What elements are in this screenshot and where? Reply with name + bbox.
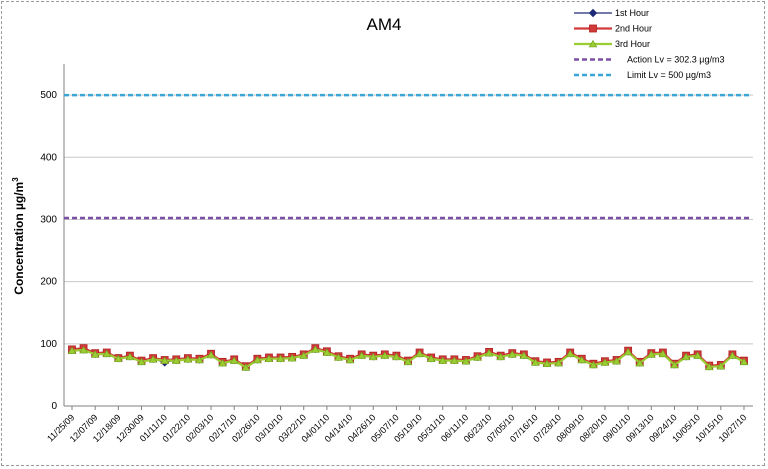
- data-point-3rd-hour: [322, 348, 332, 356]
- data-point-3rd-hour: [681, 352, 691, 361]
- data-point-3rd-hour: [612, 357, 621, 365]
- legend-marker: [588, 39, 598, 48]
- data-point-3rd-hour: [438, 356, 448, 364]
- data-point-3rd-hour: [287, 354, 297, 362]
- axes: [63, 64, 753, 407]
- data-point-3rd-hour: [450, 356, 459, 364]
- legend-marker: [588, 8, 598, 18]
- y-tick-label: 100: [40, 339, 57, 350]
- legend-label: 3rd Hour: [615, 39, 650, 49]
- x-tick-labels: 11/25/0912/07/0912/18/0912/30/0901/11/10…: [45, 406, 748, 444]
- chart-title: AM4: [367, 15, 402, 34]
- data-point-3rd-hour: [704, 362, 714, 371]
- data-point-3rd-hour: [473, 353, 482, 361]
- data-point-3rd-hour: [125, 352, 135, 361]
- data-point-3rd-hour: [635, 359, 645, 367]
- data-point-3rd-hour: [345, 355, 355, 364]
- data-point-3rd-hour: [693, 351, 702, 359]
- data-point-3rd-hour: [310, 345, 320, 353]
- data-point-3rd-hour: [148, 355, 158, 363]
- data-point-3rd-hour: [646, 350, 656, 358]
- data-point-3rd-hour: [531, 358, 540, 366]
- data-point-3rd-hour: [229, 356, 239, 364]
- y-tick-labels: 0 100 200 300 400 500: [40, 90, 57, 412]
- legend-label: 1st Hour: [615, 8, 649, 18]
- data-point-3rd-hour: [67, 346, 77, 354]
- data-point-3rd-hour: [728, 351, 737, 359]
- data-point-3rd-hour: [171, 356, 181, 364]
- data-point-3rd-hour: [195, 355, 204, 364]
- y-tick-label: 400: [40, 152, 57, 163]
- data-point-3rd-hour: [403, 357, 413, 366]
- data-point-3rd-hour: [739, 357, 749, 366]
- legend-label: 2nd Hour: [615, 24, 652, 34]
- data-point-3rd-hour: [264, 354, 274, 363]
- legend-label: Action Lv = 302.3 µg/m3: [627, 55, 725, 65]
- data-point-3rd-hour: [392, 352, 401, 361]
- data-point-3rd-hour: [102, 349, 112, 358]
- legend-entry: 3rd Hour: [574, 39, 650, 49]
- plot-area: [64, 93, 749, 372]
- legend-entry: 1st Hour: [574, 8, 649, 18]
- data-point-3rd-hour: [577, 355, 587, 364]
- data-point-3rd-hour: [507, 350, 517, 358]
- legend-marker: [589, 24, 597, 33]
- data-point-3rd-hour: [90, 350, 100, 358]
- data-point-3rd-hour: [299, 351, 309, 359]
- legend-label: Limit Lv = 500 µg/m3: [627, 70, 711, 80]
- data-point-3rd-hour: [357, 351, 366, 359]
- data-point-3rd-hour: [368, 352, 378, 361]
- legend-entry: Action Lv = 302.3 µg/m3: [574, 55, 725, 65]
- data-point-3rd-hour: [716, 362, 726, 370]
- data-point-3rd-hour: [589, 360, 598, 369]
- data-point-3rd-hour: [519, 351, 529, 359]
- data-point-3rd-hour: [600, 358, 610, 366]
- legend-entry: Limit Lv = 500 µg/m3: [574, 70, 711, 80]
- data-point-3rd-hour: [241, 363, 251, 371]
- data-point-3rd-hour: [334, 353, 343, 361]
- data-point-3rd-hour: [426, 354, 436, 363]
- data-point-3rd-hour: [623, 347, 633, 356]
- data-point-3rd-hour: [253, 355, 262, 364]
- data-point-3rd-hour: [183, 355, 193, 363]
- data-point-3rd-hour: [380, 351, 390, 359]
- data-point-3rd-hour: [496, 352, 506, 361]
- data-point-3rd-hour: [542, 359, 552, 368]
- data-point-3rd-hour: [554, 359, 563, 367]
- y-axis-label-superscript: 3: [11, 177, 20, 182]
- y-tick-label: 0: [51, 401, 57, 412]
- data-point-3rd-hour: [137, 357, 146, 366]
- legend-entry: 2nd Hour: [574, 24, 652, 34]
- data-point-3rd-hour: [415, 349, 424, 358]
- data-point-3rd-hour: [670, 360, 679, 369]
- y-tick-label: 300: [40, 214, 57, 225]
- y-tick-label: 500: [40, 90, 57, 101]
- data-point-3rd-hour: [79, 345, 88, 354]
- data-point-3rd-hour: [218, 359, 227, 367]
- gridlines: [64, 94, 753, 345]
- data-point-3rd-hour: [206, 350, 216, 359]
- data-point-3rd-hour: [276, 354, 285, 363]
- y-axis-label: Concentration µg/m3: [11, 177, 26, 295]
- data-point-3rd-hour: [658, 349, 668, 358]
- legend: 1st Hour 2nd Hour 3rd Hour Action Lv = 302.…: [574, 8, 725, 80]
- y-tick-label: 200: [40, 277, 57, 288]
- data-point-3rd-hour: [114, 354, 123, 363]
- y-axis-label-main: Concentration µg/m: [12, 182, 26, 295]
- data-point-3rd-hour: [461, 357, 471, 365]
- data-point-3rd-hour: [484, 349, 494, 357]
- data-point-3rd-hour: [160, 356, 170, 364]
- data-point-3rd-hour: [565, 349, 575, 358]
